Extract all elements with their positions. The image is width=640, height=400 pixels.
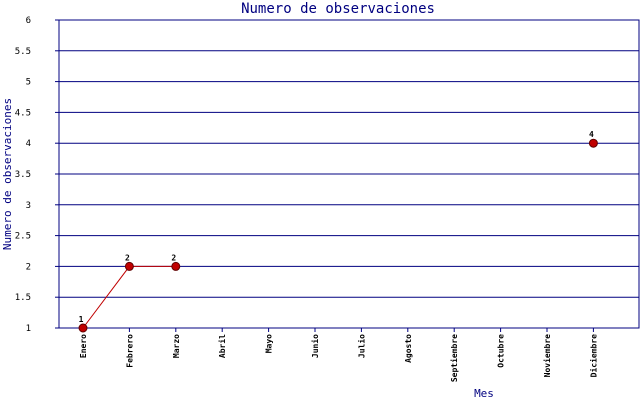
data-label: 4: [589, 130, 594, 139]
x-tick-label: Febrero: [125, 334, 134, 368]
y-tick-label: 4.5: [15, 108, 31, 118]
x-tick-label: Abril: [217, 334, 227, 358]
x-tick-label: Noviembre: [542, 334, 552, 378]
x-tick-label: Junio: [310, 334, 320, 358]
chart-title: Numero de observaciones: [241, 1, 435, 17]
x-tick-label: Diciembre: [588, 334, 598, 378]
y-tick-label: 2: [26, 262, 31, 272]
x-tick-label: Julio: [356, 334, 366, 358]
x-tick-label: Octubre: [497, 334, 506, 368]
y-tick-label: 3.5: [15, 170, 31, 180]
y-tick-label: 5: [26, 78, 31, 88]
x-tick-label: Septiembre: [449, 334, 459, 382]
y-tick-label: 2.5: [15, 232, 31, 242]
y-tick-label: 6: [26, 16, 31, 26]
plot-frame: [58, 19, 640, 329]
y-tick-label: 1.5: [15, 293, 31, 303]
data-point: [78, 323, 88, 333]
y-axis-title: Numero de observaciones: [1, 98, 14, 250]
data-label: 1: [79, 315, 84, 324]
y-tick-label: 4: [26, 139, 31, 149]
x-axis-title: Mes: [474, 387, 494, 400]
data-label: 2: [171, 253, 176, 262]
data-point: [171, 261, 181, 271]
data-point: [124, 261, 134, 271]
x-tick-label: Mayo: [265, 334, 274, 353]
y-tick-label: 1: [26, 324, 31, 334]
x-tick-label: Enero: [79, 334, 88, 358]
y-tick-label: 5.5: [15, 47, 31, 57]
x-tick-label: Agosto: [404, 334, 413, 363]
data-label: 2: [125, 253, 130, 262]
y-tick-label: 3: [26, 201, 31, 211]
x-tick-label: Marzo: [172, 334, 181, 358]
data-point: [588, 138, 598, 148]
